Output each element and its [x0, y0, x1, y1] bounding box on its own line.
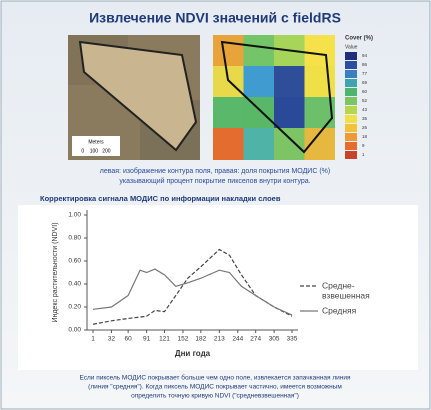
legend-swatch — [345, 106, 357, 114]
legend-label: 26 — [362, 125, 368, 130]
legend-swatch — [345, 151, 357, 159]
section-title: Корректировка сигнала МОДИС по информаци… — [40, 194, 281, 203]
legend-label: взвешенная — [322, 290, 370, 300]
x-tick-label: 32 — [108, 336, 116, 343]
cover-legend: 94 86 77 69 60 52 43 35 26 18 9 1 — [345, 52, 368, 159]
legend-label: 43 — [362, 107, 368, 112]
x-axis-label: Дни года — [175, 349, 211, 358]
series-line — [92, 248, 293, 325]
legend-label: 94 — [362, 53, 368, 58]
legend-label: 35 — [362, 116, 368, 121]
x-tick-label: 244 — [232, 336, 243, 343]
legend-swatch — [345, 88, 357, 96]
footer-text: (линия "средняя"). Когда пиксель МОДИС п… — [88, 384, 342, 391]
legend-swatch — [345, 61, 357, 69]
scale-title: Meters — [88, 139, 104, 145]
caption: левая: изображение контура поля, правая:… — [100, 167, 330, 175]
legend-label: 77 — [362, 71, 368, 76]
x-tick-label: 60 — [125, 336, 133, 343]
legend-swatch — [345, 52, 357, 60]
y-tick-label: 0.80 — [68, 235, 81, 242]
y-tick-label: 0.40 — [68, 281, 81, 288]
cover-grid — [213, 35, 335, 160]
x-tick-label: 213 — [214, 336, 225, 343]
legend-swatch — [345, 142, 357, 150]
legend-label: 52 — [362, 98, 368, 103]
y-tick-label: 1.00 — [68, 212, 81, 219]
legend-swatch — [345, 79, 357, 87]
legend-label: 1 — [362, 152, 365, 157]
y-axis-label: Индекс растительности (NDVI) — [52, 222, 59, 322]
footer-text: определить точную кривую NDVI ("средневз… — [131, 393, 299, 400]
y-tick-label: 0.60 — [68, 258, 81, 265]
scale-ticks: 0 100 200 — [81, 148, 110, 154]
series-line — [92, 268, 293, 316]
y-tick-label: 0.20 — [68, 304, 81, 311]
chart-panel — [18, 205, 418, 370]
legend-subtitle: Value — [345, 44, 358, 50]
legend-label: 9 — [362, 143, 365, 148]
legend-swatch — [345, 70, 357, 78]
footer-text: Если пиксель МОДИС покрывает больше чем … — [79, 374, 351, 382]
legend-label: 69 — [362, 80, 368, 85]
legend-label: 18 — [362, 134, 368, 139]
x-tick-label: 1 — [91, 336, 95, 343]
x-tick-label: 305 — [269, 336, 280, 343]
x-tick-label: 274 — [250, 336, 261, 343]
legend-label: Средне- — [322, 280, 355, 290]
legend-label: 60 — [362, 89, 368, 94]
x-tick-label: 152 — [178, 336, 189, 343]
x-tick-label: 91 — [143, 336, 151, 343]
title: Извлечение NDVI значений с fieldRS — [89, 10, 341, 26]
legend-swatch — [345, 115, 357, 123]
line-chart: 0.00 0.20 0.40 0.60 0.80 1.00 1 32 60 91 121 152 182… — [52, 210, 370, 358]
legend-swatch — [345, 133, 357, 141]
legend-label: 86 — [362, 62, 368, 67]
x-tick-label: 335 — [287, 336, 298, 343]
legend-label: Средняя — [322, 305, 357, 315]
legend-swatch — [345, 97, 357, 105]
field-image: Meters 0 100 200 — [68, 35, 200, 160]
caption: указывающий процент покрытие пикселов вн… — [119, 177, 310, 185]
x-tick-label: 121 — [159, 336, 170, 343]
y-tick-label: 0.00 — [68, 327, 81, 334]
x-tick-label: 182 — [195, 336, 206, 343]
legend-swatch — [345, 124, 357, 132]
legend-title: Cover (%) — [345, 36, 373, 42]
